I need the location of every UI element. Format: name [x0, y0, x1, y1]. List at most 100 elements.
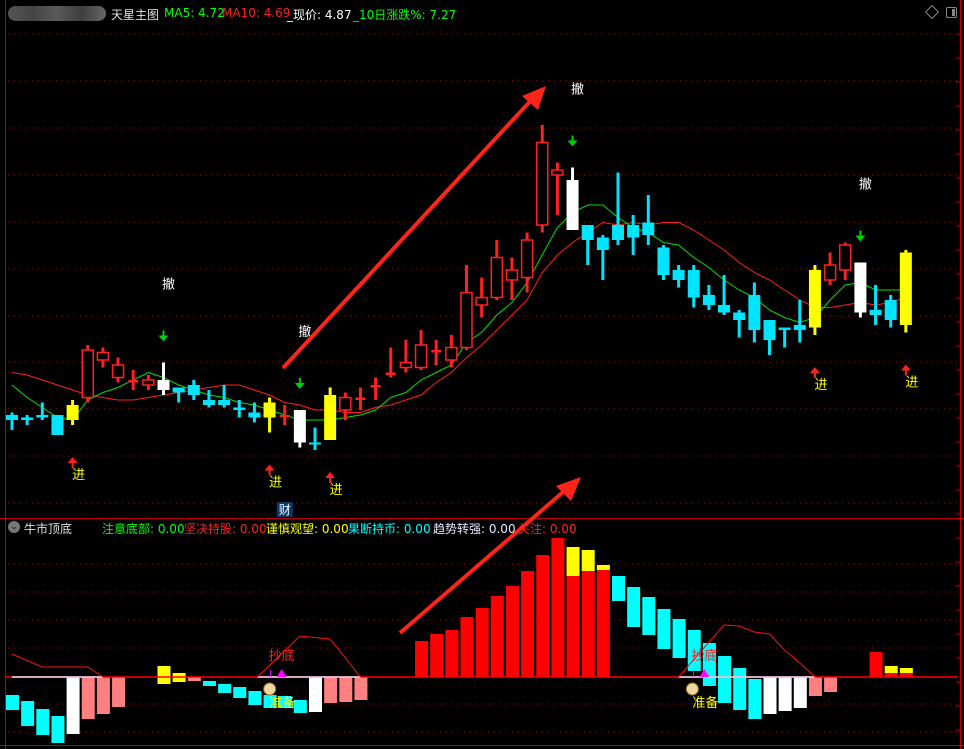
ma5-line	[11, 204, 906, 421]
indicator-bar	[581, 571, 595, 677]
indicator-title: 牛市顶底	[24, 522, 73, 536]
candle-body	[475, 296, 488, 306]
candle	[657, 245, 670, 280]
candle-body	[218, 400, 231, 405]
candle	[596, 235, 609, 280]
bottom-fish-label: 抄底	[691, 648, 717, 664]
indicator-bar	[899, 668, 913, 673]
indicator-bar	[748, 679, 762, 719]
sell-label: 撤	[571, 82, 584, 98]
trend-arrow-main	[281, 94, 537, 370]
candle	[808, 265, 821, 335]
buy-label: 进	[72, 468, 85, 483]
candle-body	[536, 141, 549, 226]
candle-body	[66, 405, 79, 420]
indicator-bar	[218, 684, 232, 693]
indicator-bar	[202, 681, 216, 686]
ma5-value: MA5: 4.72	[164, 6, 225, 20]
candle	[733, 310, 746, 338]
candle-body	[808, 270, 821, 328]
candle	[81, 345, 94, 403]
indicator-bar	[66, 677, 80, 734]
candle	[96, 347, 110, 368]
indicator-bar	[566, 576, 580, 677]
candle	[475, 277, 488, 318]
candle	[642, 195, 655, 245]
candle-body	[823, 264, 837, 281]
candle-body	[854, 262, 867, 313]
candle	[431, 340, 442, 365]
candle-body	[551, 169, 564, 176]
candle-body	[642, 222, 655, 235]
finance-badge-label: 财	[279, 503, 291, 517]
candle-body	[445, 346, 458, 361]
indicator-bar	[642, 597, 656, 635]
buy-arrow-icon	[809, 367, 820, 378]
candle	[505, 257, 519, 300]
indicator-bar	[36, 709, 50, 735]
sell-label: 撤	[859, 177, 872, 193]
indicator-bar	[248, 691, 262, 705]
indicator-bar	[884, 666, 898, 673]
indicator-line	[257, 635, 361, 678]
indicator-bar	[263, 695, 277, 708]
candle-body	[279, 415, 290, 417]
indicator-bar	[581, 550, 595, 571]
candle	[793, 300, 806, 343]
candle-body	[793, 325, 806, 330]
current-price: _现价: 4.87	[287, 8, 352, 22]
indicator-bar	[733, 668, 747, 710]
indicator-item-wait: 谨慎观望: 0.00	[266, 522, 349, 536]
candle	[490, 240, 504, 300]
indicator-bar	[884, 673, 898, 677]
panel-toggle-icon[interactable]	[946, 7, 957, 18]
candle-body	[718, 305, 731, 313]
indicator-line	[11, 653, 104, 678]
indicator-bar	[899, 673, 913, 677]
indicator-bar	[869, 652, 883, 677]
stock-name-blurred[interactable]	[8, 6, 106, 21]
candle-body	[370, 385, 381, 388]
candle-body	[172, 387, 185, 393]
indicator-bar	[415, 641, 429, 677]
trend-arrow-head-icon	[522, 86, 546, 110]
candle	[520, 232, 534, 293]
candle	[884, 295, 897, 328]
prepare-label: 准备	[270, 695, 296, 711]
indicator-bar	[627, 587, 641, 627]
candle-body	[596, 237, 609, 250]
candle	[293, 410, 306, 448]
candle	[612, 172, 624, 245]
candle-body	[839, 244, 852, 271]
indicator-item-watch: 关注: 0.00	[518, 522, 577, 536]
candle-body	[81, 349, 94, 399]
buy-arrow-icon	[325, 472, 336, 483]
candle	[748, 282, 761, 343]
candle	[36, 402, 49, 420]
candle-body	[520, 239, 534, 279]
ten-day-change: _10日涨跌%: 7.27	[353, 8, 457, 22]
candle	[687, 265, 700, 308]
indicator-bar	[824, 677, 838, 692]
candle-body	[884, 300, 897, 320]
indicator-bar	[672, 619, 686, 658]
chevron-down-icon[interactable]: ⌄	[8, 521, 20, 533]
candle-body	[612, 225, 624, 240]
candle-body	[505, 269, 519, 281]
indicator-bar	[551, 538, 565, 677]
candle	[551, 162, 564, 215]
candle	[899, 250, 912, 333]
candle	[778, 327, 791, 348]
candle-body	[96, 351, 110, 361]
candle-body	[21, 417, 34, 420]
indicator-bar	[612, 576, 625, 601]
indicator-item-attention-bottom: 注意底部: 0.00	[102, 522, 185, 536]
finance-badge	[276, 502, 293, 517]
candle	[263, 397, 276, 433]
candle-body	[6, 415, 18, 420]
indicator-bar	[339, 677, 353, 702]
candle-body	[324, 395, 337, 440]
candle-body	[51, 415, 64, 435]
candle	[128, 370, 139, 390]
